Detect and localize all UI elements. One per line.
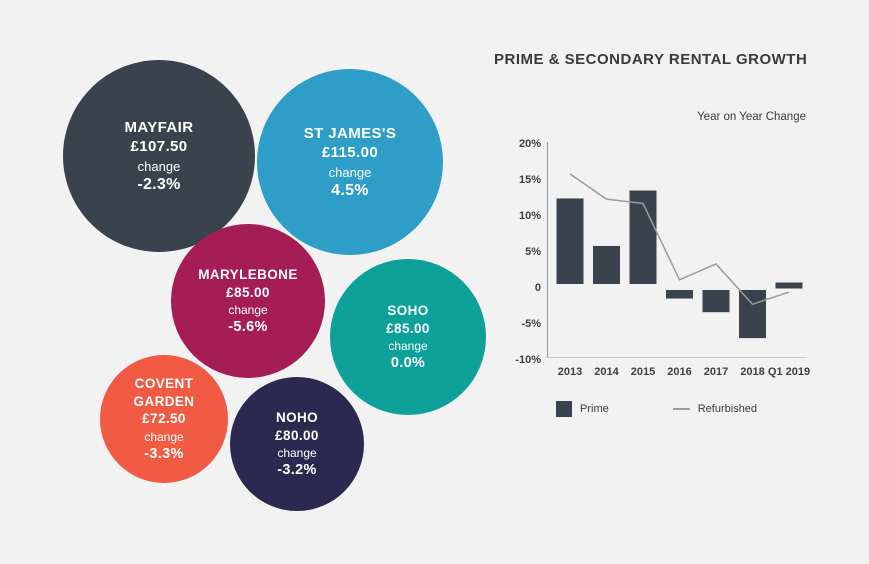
- bubble-price: £72.50: [142, 411, 186, 427]
- y-tick-label: -5%: [521, 318, 541, 330]
- bubble-name: ST JAMES'S: [303, 125, 397, 142]
- bubble-price: £115.00: [321, 144, 379, 161]
- prime-bar-2017: [702, 290, 730, 313]
- x-tick-label: 2016: [667, 366, 691, 378]
- bubble-mayfair: MAYFAIR £107.50 change -2.3%: [63, 60, 255, 252]
- bubble-noho: NOHO £80.00 change -3.2%: [230, 377, 364, 511]
- bubble-change-label: change: [137, 159, 181, 174]
- y-tick-label: 20%: [519, 138, 541, 150]
- bubble-change-value: -3.2%: [277, 462, 317, 478]
- bubble-name: COVENT GARDEN: [133, 376, 195, 409]
- x-tick-label: 2014: [594, 366, 619, 378]
- bubble-change-label: change: [328, 165, 372, 180]
- bubble-change-label: change: [388, 339, 428, 353]
- y-tick-label: 10%: [519, 210, 541, 222]
- legend-prime-label: Prime: [580, 402, 609, 415]
- y-tick-label: 0: [535, 282, 541, 294]
- bubble-price: £80.00: [275, 427, 319, 443]
- bubble-name: MAYFAIR: [124, 119, 194, 136]
- bubble-name: MARYLEBONE: [198, 267, 298, 282]
- bubble-change-label: change: [228, 303, 268, 317]
- bubble-marylebone: MARYLEBONE £85.00 change -5.6%: [171, 224, 325, 378]
- y-tick-label: 5%: [525, 246, 541, 258]
- bubble-change-value: 4.5%: [331, 182, 369, 199]
- chart-legend: Prime Refurbished: [556, 400, 757, 417]
- x-tick-label: 2015: [631, 366, 655, 378]
- prime-bar-2018: [739, 290, 766, 339]
- bubble-price: £85.00: [226, 284, 270, 300]
- y-tick-label: -10%: [515, 354, 541, 366]
- bubble-price: £107.50: [130, 138, 188, 155]
- prime-bar-q1-2019: [775, 282, 803, 289]
- prime-bar-2015: [629, 190, 657, 284]
- prime-bar-2016: [666, 290, 693, 299]
- bubble-name: NOHO: [275, 410, 319, 425]
- x-tick-label: 2017: [704, 366, 728, 378]
- x-tick-label: 2018: [740, 366, 764, 378]
- chart-subtitle: Year on Year Change: [697, 111, 806, 123]
- prime-bar-2014: [593, 245, 620, 284]
- bubble-change-value: -3.3%: [144, 445, 184, 462]
- legend-prime-swatch: [556, 400, 572, 417]
- bubble-change-value: -5.6%: [228, 319, 268, 335]
- bubble-change-label: change: [144, 429, 184, 444]
- chart-title: PRIME & SECONDARY RENTAL GROWTH: [494, 51, 808, 68]
- bubble-name: SOHO: [387, 303, 429, 318]
- bubble-price: £85.00: [386, 320, 430, 336]
- bubble-soho: SOHO £85.00 change 0.0%: [330, 259, 486, 415]
- x-tick-label: Q1 2019: [768, 366, 810, 378]
- bubble-change-value: 0.0%: [390, 355, 426, 371]
- x-tick-label: 2013: [558, 366, 582, 378]
- bubble-change-value: -2.3%: [137, 176, 181, 193]
- bubble-covent-garden: COVENT GARDEN £72.50 change -3.3%: [100, 355, 228, 483]
- prime-bar-2013: [556, 198, 584, 284]
- refurbished-line: [569, 173, 790, 306]
- legend-refurbished-label: Refurbished: [697, 402, 758, 415]
- bubble-change-label: change: [277, 446, 317, 460]
- y-tick-label: 15%: [519, 174, 541, 186]
- legend-refurbished-line-swatch: [672, 407, 690, 410]
- bubble-st-jamess: ST JAMES'S £115.00 change 4.5%: [257, 69, 443, 255]
